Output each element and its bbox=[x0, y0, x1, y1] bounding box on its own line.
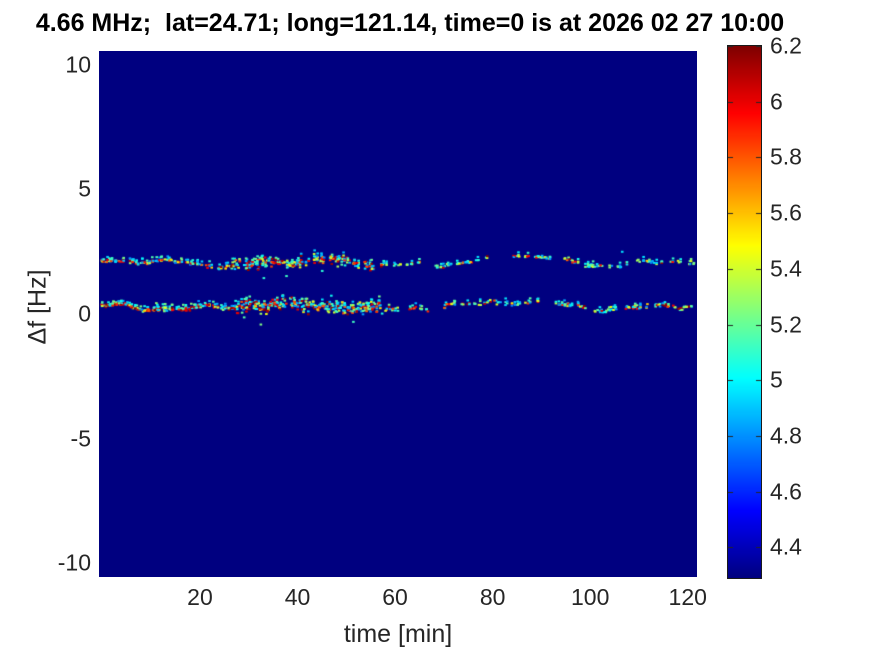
colorbar-tick-label: 4.4 bbox=[770, 533, 802, 560]
x-tick-label: 80 bbox=[479, 584, 506, 610]
y-tick-label: -5 bbox=[70, 425, 91, 452]
colorbar-tick-label: 5 bbox=[770, 366, 783, 393]
y-tick-label: 0 bbox=[78, 300, 91, 327]
x-tick-label: 100 bbox=[570, 584, 610, 610]
y-tick-label: 10 bbox=[65, 51, 91, 78]
y-tick-label: 5 bbox=[78, 175, 91, 202]
colorbar-gradient bbox=[728, 46, 761, 578]
x-tick-label: 20 bbox=[187, 584, 213, 610]
x-tick-label: 40 bbox=[284, 584, 311, 610]
colorbar-tick-label: 4.8 bbox=[770, 422, 802, 449]
colorbar-tick-label: 6.2 bbox=[770, 32, 802, 59]
colorbar-tick-label: 5.8 bbox=[770, 143, 802, 170]
x-tick-label: 60 bbox=[382, 584, 408, 610]
spectrogram-plot bbox=[99, 51, 697, 577]
plot-title: 4.66 MHz; lat=24.71; long=121.14, time=0… bbox=[35, 9, 785, 37]
colorbar-tick-label: 5.2 bbox=[770, 311, 802, 338]
colorbar-tick-label: 6 bbox=[770, 88, 783, 115]
colorbar-tick-label: 4.6 bbox=[770, 478, 802, 505]
colorbar-tick-label: 5.6 bbox=[770, 199, 802, 226]
y-tick-label: -10 bbox=[57, 549, 91, 576]
x-axis-label: time [min] bbox=[343, 620, 453, 648]
x-tick-label: 120 bbox=[668, 584, 707, 610]
colorbar-tick-label: 5.4 bbox=[770, 255, 802, 282]
colorbar bbox=[727, 45, 762, 579]
